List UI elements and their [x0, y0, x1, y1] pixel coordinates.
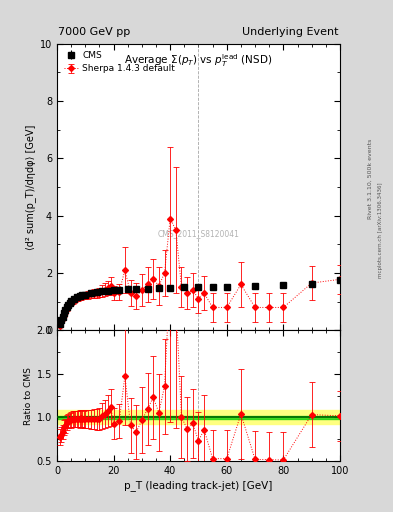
X-axis label: p_T (leading track-jet) [GeV]: p_T (leading track-jet) [GeV] [124, 480, 273, 490]
Text: Rivet 3.1.10, 500k events: Rivet 3.1.10, 500k events [368, 139, 373, 219]
Bar [57, 411, 340, 424]
Text: Underlying Event: Underlying Event [242, 27, 339, 37]
Text: CMS_2011_S8120041: CMS_2011_S8120041 [158, 229, 239, 238]
Text: mcplots.cern.ch [arXiv:1306.3436]: mcplots.cern.ch [arXiv:1306.3436] [378, 183, 383, 278]
Text: 7000 GeV pp: 7000 GeV pp [58, 27, 130, 37]
Y-axis label: Ratio to CMS: Ratio to CMS [24, 367, 33, 424]
Y-axis label: ⟨d² sum(p_T)/dηdφ⟩ [GeV]: ⟨d² sum(p_T)/dηdφ⟩ [GeV] [25, 124, 36, 250]
Text: Average $\Sigma(p_T)$ vs $p_T^{\rm lead}$ (NSD): Average $\Sigma(p_T)$ vs $p_T^{\rm lead}… [124, 52, 273, 69]
Bar [57, 416, 340, 419]
Legend: CMS, Sherpa 1.4.3 default: CMS, Sherpa 1.4.3 default [61, 48, 178, 76]
